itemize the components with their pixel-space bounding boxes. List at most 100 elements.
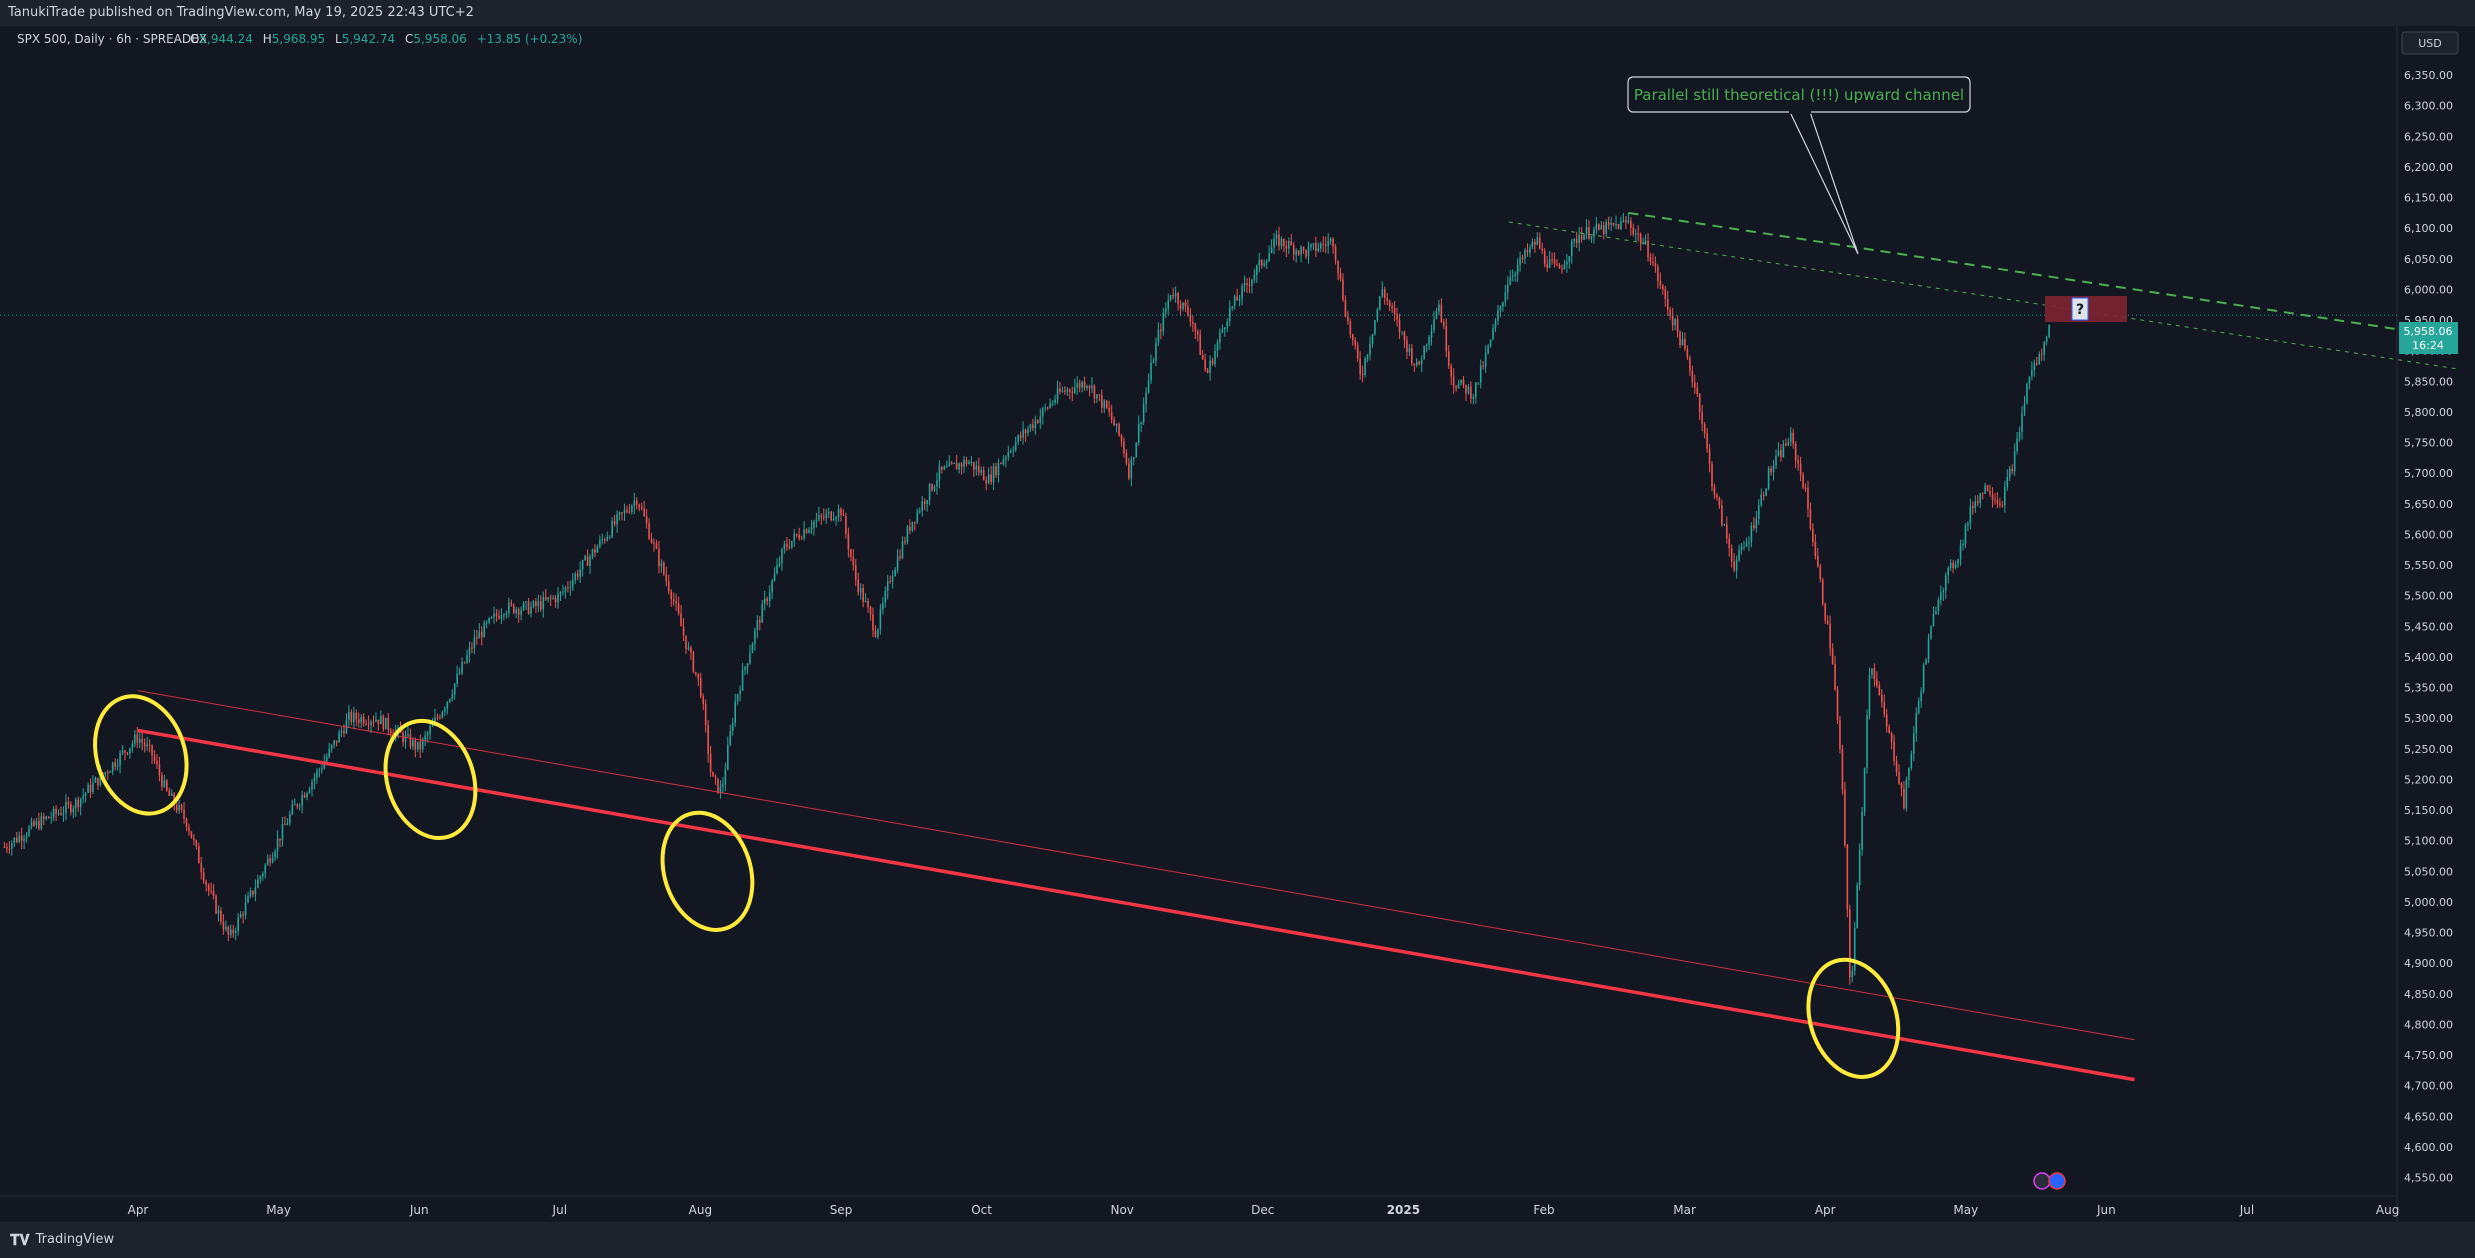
candle-body bbox=[436, 717, 439, 719]
candle-body bbox=[1871, 668, 1873, 675]
candle-body bbox=[1172, 294, 1174, 297]
candle-body bbox=[724, 769, 727, 785]
candle-body bbox=[899, 556, 901, 559]
candle-body bbox=[353, 712, 355, 722]
chart-area[interactable]: 6,350.00 6,300.00 6,250.00 6,200.00 6,150.00… bbox=[0, 26, 2475, 1222]
candle-body bbox=[692, 652, 695, 672]
candle-body bbox=[1430, 330, 1433, 337]
candle-body bbox=[404, 735, 407, 743]
candle-body bbox=[1839, 719, 1841, 749]
candle-body bbox=[1305, 250, 1307, 257]
candle-body bbox=[1477, 382, 1480, 384]
question-box[interactable] bbox=[2071, 297, 2089, 321]
candle-body bbox=[1201, 354, 1204, 360]
candle-body bbox=[1209, 360, 1211, 373]
price-tick-label: 5,550.00 bbox=[2404, 559, 2453, 572]
candle-body bbox=[1851, 970, 1854, 978]
candle-body bbox=[1411, 348, 1413, 364]
currency-button[interactable]: USD bbox=[2401, 31, 2459, 55]
candle-body bbox=[1467, 386, 1470, 394]
earnings-icon[interactable] bbox=[2033, 1172, 2051, 1190]
footer-bar: 𝐓𝐕 TradingView bbox=[0, 1222, 2475, 1258]
candle-body bbox=[458, 673, 461, 675]
candle-body bbox=[1745, 543, 1748, 547]
channel-top-dashed[interactable] bbox=[1628, 211, 2459, 340]
candle-body bbox=[1489, 339, 1492, 347]
candle-body bbox=[1671, 315, 1674, 326]
candle-body bbox=[685, 635, 687, 650]
candle-body bbox=[1679, 332, 1681, 346]
price-tick-label: 5,600.00 bbox=[2404, 528, 2453, 541]
candle-body bbox=[643, 508, 645, 517]
candle-body bbox=[1300, 247, 1302, 255]
candle-body bbox=[1792, 432, 1795, 444]
candle-body bbox=[1177, 293, 1179, 304]
candle-body bbox=[1206, 369, 1209, 373]
support-trendline-main[interactable] bbox=[137, 728, 2135, 1082]
candle-body bbox=[1383, 289, 1386, 298]
support-trendline-thin[interactable] bbox=[137, 690, 2135, 1041]
price-chart[interactable]: 6,350.00 6,300.00 6,250.00 6,200.00 6,150.00… bbox=[0, 26, 2475, 1222]
candle-body bbox=[882, 602, 884, 610]
price-tick-label: 5,750.00 bbox=[2404, 437, 2453, 450]
candle-body bbox=[714, 776, 717, 779]
candle-body bbox=[795, 533, 798, 536]
touch-circle[interactable] bbox=[80, 684, 201, 825]
candle-body bbox=[1339, 273, 1342, 280]
candle-body bbox=[1632, 227, 1635, 235]
touch-circle[interactable] bbox=[371, 709, 490, 850]
candle-body bbox=[239, 914, 242, 918]
candle-body bbox=[739, 690, 741, 695]
candle-body bbox=[62, 812, 65, 815]
candle-body bbox=[188, 826, 190, 832]
candle-body bbox=[266, 858, 269, 865]
currency-button-label[interactable]: USD bbox=[2418, 37, 2442, 50]
candle-body bbox=[1856, 884, 1858, 928]
candle-body bbox=[1499, 306, 1502, 311]
candle-body bbox=[1797, 460, 1799, 464]
candle-body bbox=[1243, 283, 1246, 286]
candle-body bbox=[225, 926, 227, 930]
us-flag-event-icon[interactable] bbox=[2048, 1172, 2066, 1190]
candle-body bbox=[1413, 363, 1416, 366]
candle-body bbox=[254, 887, 257, 895]
candle-body bbox=[495, 613, 498, 616]
candle-body bbox=[35, 820, 38, 826]
candle-body bbox=[116, 765, 119, 767]
price-tick-label: 6,100.00 bbox=[2404, 222, 2453, 235]
question-zone[interactable]: ? bbox=[2045, 296, 2127, 322]
annotation-callout[interactable]: Parallel still theoretical (!!!) upward … bbox=[1627, 76, 1971, 255]
candle-body bbox=[298, 805, 301, 807]
time-tick-label: Nov bbox=[1110, 1203, 1133, 1217]
candle-body bbox=[1937, 599, 1940, 611]
currency-button-bg[interactable] bbox=[2401, 31, 2459, 55]
candle-body bbox=[89, 784, 92, 793]
candle-body bbox=[790, 540, 793, 548]
candle-body bbox=[938, 466, 941, 481]
drawings[interactable] bbox=[0, 211, 2459, 1089]
candle-body bbox=[1233, 296, 1236, 307]
candle-body bbox=[355, 712, 358, 720]
candle-body bbox=[1214, 350, 1216, 365]
candle-body bbox=[586, 556, 589, 566]
candle-body bbox=[1487, 346, 1489, 354]
tradingview-logo[interactable]: 𝐓𝐕 TradingView bbox=[10, 1222, 114, 1258]
candle-body bbox=[771, 580, 773, 593]
touch-circle[interactable] bbox=[1794, 948, 1913, 1089]
candle-body bbox=[1725, 524, 1728, 539]
candle-body bbox=[1841, 748, 1844, 790]
candle-body bbox=[872, 614, 874, 631]
event-icons[interactable] bbox=[2033, 1172, 2066, 1190]
channel-bottom-dotted[interactable] bbox=[1508, 221, 2458, 370]
candle-body bbox=[2006, 476, 2009, 488]
candle-body bbox=[321, 768, 323, 770]
candle-body bbox=[1612, 223, 1615, 225]
candle-body bbox=[1817, 556, 1819, 567]
candle-body bbox=[1120, 435, 1123, 442]
candle-body bbox=[1516, 265, 1519, 274]
candle-body bbox=[138, 738, 141, 743]
candle-body bbox=[1051, 402, 1054, 404]
time-axis[interactable]: Apr May Jun Jul Aug Sep Oct Nov Dec 2025 Feb Mar Apr… bbox=[128, 1203, 2400, 1217]
candle-body bbox=[426, 733, 429, 736]
touch-circle[interactable] bbox=[648, 801, 767, 942]
